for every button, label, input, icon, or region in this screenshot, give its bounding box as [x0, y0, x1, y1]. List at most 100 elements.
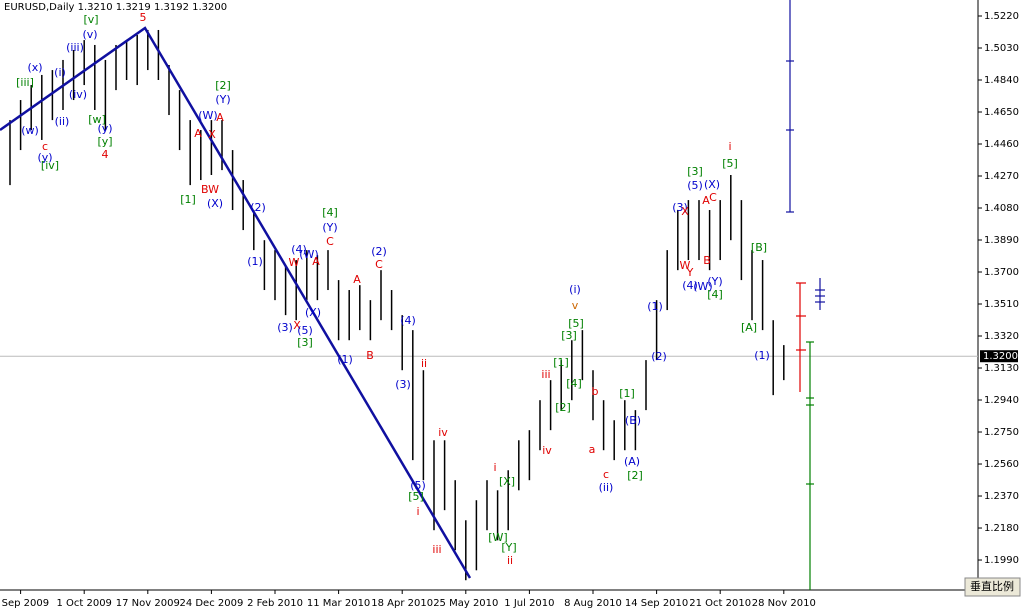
- wave-label: BW: [201, 183, 219, 196]
- wave-label: W: [289, 256, 300, 269]
- wave-label: (1): [754, 349, 770, 362]
- wave-label: (i): [54, 66, 66, 79]
- wave-label: X: [208, 128, 216, 141]
- y-tick-label: 1.1990: [984, 555, 1019, 566]
- wave-label: [5]: [568, 317, 584, 330]
- wave-label: c: [603, 468, 609, 481]
- wave-label: (y): [37, 151, 52, 164]
- wave-label: [1]: [619, 387, 635, 400]
- wave-label: (5): [297, 324, 313, 337]
- y-tick-label: 1.3700: [984, 267, 1019, 278]
- wave-label: Y: [686, 266, 694, 279]
- wave-label: C: [709, 191, 717, 204]
- wave-label: [Y]: [501, 541, 516, 554]
- scale-button[interactable]: [964, 577, 1021, 597]
- wave-label: [A]: [741, 321, 757, 334]
- wave-label: [5]: [408, 490, 424, 503]
- wave-label: (1): [647, 300, 663, 313]
- wave-label: A: [353, 273, 361, 286]
- wave-label: (v): [82, 28, 97, 41]
- x-tick-label: 11 Mar 2010: [307, 598, 370, 609]
- y-tick-label: 1.4460: [984, 139, 1019, 150]
- scale-button-label[interactable]: 垂直比例: [970, 579, 1014, 593]
- y-tick-label: 1.2940: [984, 395, 1019, 406]
- wave-label: [4]: [707, 288, 723, 301]
- y-tick-label: 1.5220: [984, 11, 1019, 22]
- wave-label: (W): [198, 109, 217, 122]
- y-tick-label: 1.3890: [984, 235, 1019, 246]
- wave-label: (W): [693, 280, 712, 293]
- wave-label: [w]: [88, 113, 106, 126]
- y-tick-label: 1.2750: [984, 427, 1019, 438]
- wave-label: ii: [507, 554, 513, 567]
- wave-label: [v]: [83, 13, 98, 26]
- x-tick-label: 3 Sep 2009: [0, 598, 49, 609]
- x-tick-label: 18 Apr 2010: [371, 598, 433, 609]
- wave-label: (2): [651, 350, 667, 363]
- y-tick-label: 1.2370: [984, 491, 1019, 502]
- y-tick-label: 1.3130: [984, 363, 1019, 374]
- indicator-lines: [786, 0, 825, 590]
- x-tick-label: 17 Nov 2009: [116, 598, 180, 609]
- y-tick-label: 1.4650: [984, 107, 1019, 118]
- wave-label: A: [702, 194, 710, 207]
- y-tick-label: 1.4840: [984, 75, 1019, 86]
- wave-label: iii: [432, 543, 441, 556]
- y-tick-label: 1.4270: [984, 171, 1019, 182]
- y-tick-label: 1.5030: [984, 43, 1019, 54]
- wave-label: C: [326, 235, 334, 248]
- wave-label: B: [366, 349, 374, 362]
- wave-label: A: [312, 255, 320, 268]
- wave-label: A: [194, 127, 202, 140]
- wave-label: (X): [704, 178, 720, 191]
- wave-label: [2]: [627, 469, 643, 482]
- wave-label: [B]: [751, 241, 767, 254]
- wave-label: (4): [682, 279, 698, 292]
- x-tick-label: 2 Feb 2010: [247, 598, 303, 609]
- wave-label: (iv): [69, 88, 87, 101]
- x-tick-label: 1 Jul 2010: [504, 598, 554, 609]
- wave-label: [1]: [180, 193, 196, 206]
- wave-label: (2): [371, 245, 387, 258]
- wave-label: [iii]: [16, 76, 34, 89]
- wave-label: (x): [27, 61, 42, 74]
- wave-label: b: [592, 385, 599, 398]
- x-tick-label: 1 Oct 2009: [56, 598, 111, 609]
- wave-label: C: [375, 258, 383, 271]
- wave-label: B: [703, 254, 711, 267]
- wave-label: (i): [569, 283, 581, 296]
- wave-label: i: [416, 505, 419, 518]
- wave-label: (B): [625, 414, 641, 427]
- wave-label: (3): [277, 321, 293, 334]
- wave-label: [2]: [555, 401, 571, 414]
- wave-label: (2): [250, 201, 266, 214]
- x-tick-label: 8 Aug 2010: [564, 598, 622, 609]
- wave-label: [3]: [297, 336, 313, 349]
- wave-label: iv: [438, 426, 448, 439]
- last-price-label: 1.3200: [983, 351, 1018, 362]
- wave-label: [3]: [687, 165, 703, 178]
- x-tick-label: 14 Sep 2010: [625, 598, 688, 609]
- wave-label: (Y): [707, 275, 722, 288]
- wave-label: (3): [395, 378, 411, 391]
- wave-label: (4): [400, 314, 416, 327]
- wave-label: (5): [410, 479, 426, 492]
- last-price-box: [980, 350, 1018, 363]
- wave-label: W: [680, 259, 691, 272]
- wave-label: (3): [672, 201, 688, 214]
- wave-label: (X): [207, 197, 223, 210]
- wave-label: ii: [421, 357, 427, 370]
- wave-label: v: [572, 299, 579, 312]
- x-tick-label: 25 May 2010: [433, 598, 498, 609]
- wave-label: (y): [97, 122, 112, 135]
- trend-line: [0, 26, 472, 579]
- y-tick-label: 1.4080: [984, 203, 1019, 214]
- wave-label: (5): [687, 179, 703, 192]
- wave-label: a: [589, 443, 596, 456]
- wave-label: (A): [624, 455, 640, 468]
- wave-label: [1]: [553, 356, 569, 369]
- y-tick-label: 1.2560: [984, 459, 1019, 470]
- wave-label: iii: [541, 368, 550, 381]
